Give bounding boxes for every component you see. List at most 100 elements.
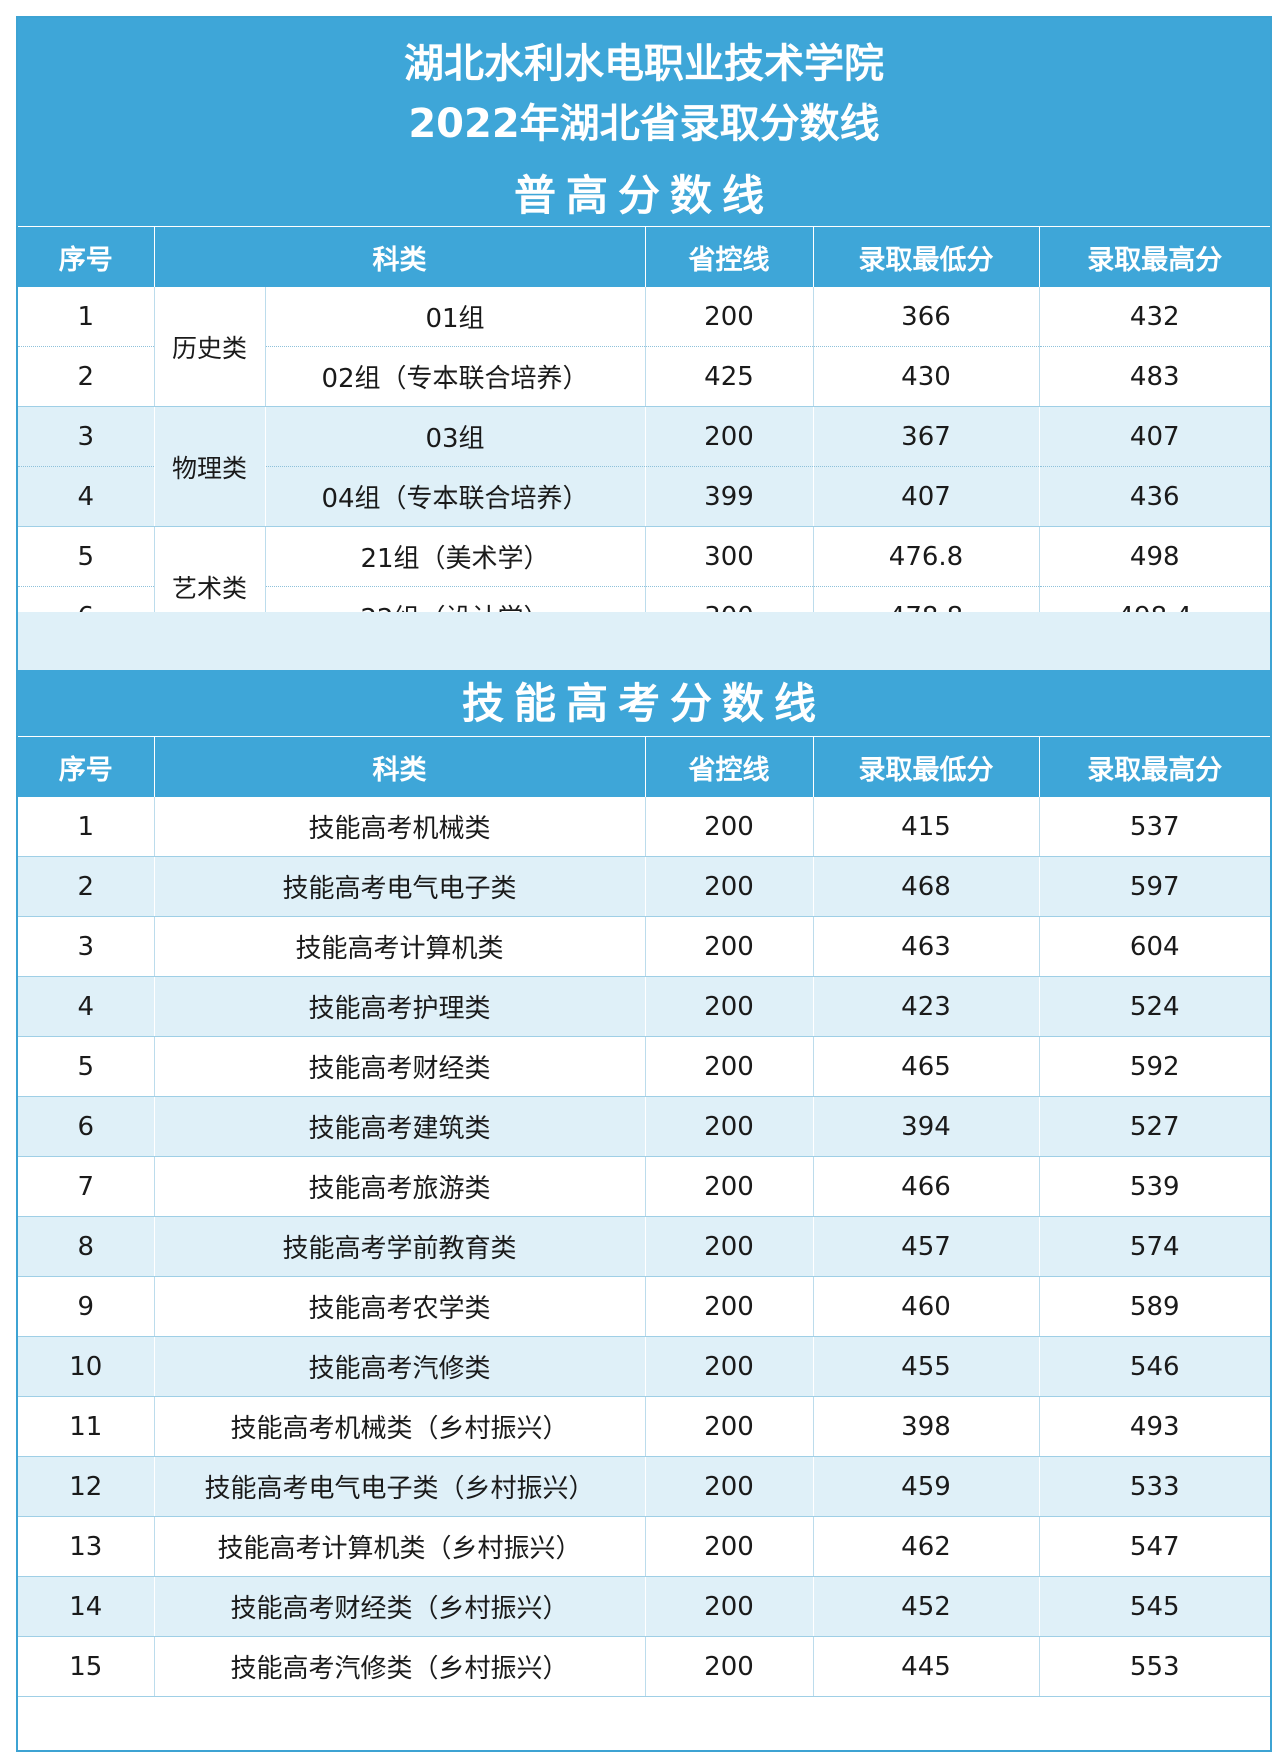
row-number: 6: [18, 1096, 155, 1157]
min-score: 460: [813, 1276, 1040, 1337]
group-cell: 04组（专本联合培养）: [265, 466, 646, 527]
row-number: 2: [18, 856, 155, 917]
score-sheet: 湖北水利水电职业技术学院 2022年湖北省录取分数线 普高分数线 序号 科类 省…: [16, 16, 1272, 1752]
row-number: 5: [18, 526, 155, 587]
category-cell: 历史类: [154, 287, 266, 407]
control-score: 200: [645, 1276, 814, 1337]
category-cell: 技能高考汽修类（乡村振兴）: [154, 1636, 646, 1697]
min-score: 459: [813, 1456, 1040, 1517]
min-score: 463: [813, 916, 1040, 977]
header-no: 序号: [18, 226, 155, 287]
group-cell: 01组: [265, 287, 646, 347]
table-row: 3 技能高考计算机类 200 463 604: [18, 916, 1270, 977]
category-cell: 物理类: [154, 406, 266, 527]
row-number: 2: [18, 346, 155, 407]
row-number: 11: [18, 1396, 155, 1457]
min-score: 466: [813, 1156, 1040, 1217]
row-number: 14: [18, 1576, 155, 1637]
max-score: 533: [1039, 1456, 1270, 1517]
min-score: 462: [813, 1516, 1040, 1577]
min-score: 476.8: [813, 526, 1040, 587]
control-score: 200: [645, 916, 814, 977]
control-score: 200: [645, 1456, 814, 1517]
control-score: 200: [645, 1396, 814, 1457]
min-score: 468: [813, 856, 1040, 917]
section-spacer: [18, 612, 1270, 670]
max-score: 524: [1039, 976, 1270, 1037]
general-header-row: 序号 科类 省控线 录取最低分 录取最高分: [18, 226, 1270, 287]
max-score: 539: [1039, 1156, 1270, 1217]
category-cell: 技能高考财经类: [154, 1036, 646, 1097]
table-row: 7 技能高考旅游类 200 466 539: [18, 1156, 1270, 1217]
row-number: 15: [18, 1636, 155, 1697]
table-row: 4 技能高考护理类 200 423 524: [18, 976, 1270, 1037]
table-row: 8 技能高考学前教育类 200 457 574: [18, 1216, 1270, 1277]
table-row: 9 技能高考农学类 200 460 589: [18, 1276, 1270, 1337]
table-row: 2 技能高考电气电子类 200 468 597: [18, 856, 1270, 917]
min-score: 423: [813, 976, 1040, 1037]
row-number: 9: [18, 1276, 155, 1337]
row-number: 4: [18, 976, 155, 1037]
table-row: 14 技能高考财经类（乡村振兴） 200 452 545: [18, 1576, 1270, 1637]
max-score: 498: [1039, 526, 1270, 587]
skills-header-row: 序号 科类 省控线 录取最低分 录取最高分: [18, 736, 1270, 797]
skills-section-banner: 技能高考分数线: [18, 670, 1270, 736]
school-name: 湖北水利水电职业技术学院: [404, 41, 884, 87]
header-max: 录取最高分: [1039, 226, 1270, 287]
header-control: 省控线: [645, 226, 814, 287]
max-score: 589: [1039, 1276, 1270, 1337]
group-cell: 02组（专本联合培养）: [265, 346, 646, 407]
general-section-title: 普高分数线: [513, 171, 774, 220]
table-row: 15 技能高考汽修类（乡村振兴） 200 445 553: [18, 1636, 1270, 1697]
max-score: 493: [1039, 1396, 1270, 1457]
min-score: 445: [813, 1636, 1040, 1697]
header-max: 录取最高分: [1039, 736, 1270, 797]
max-score: 574: [1039, 1216, 1270, 1277]
table-row: 4 04组（专本联合培养） 399 407 436: [18, 466, 1270, 527]
category-cell: 技能高考旅游类: [154, 1156, 646, 1217]
min-score: 430: [813, 346, 1040, 407]
table-row: 12 技能高考电气电子类（乡村振兴） 200 459 533: [18, 1456, 1270, 1517]
category-cell: 技能高考建筑类: [154, 1096, 646, 1157]
control-score: 300: [645, 526, 814, 587]
row-number: 3: [18, 916, 155, 977]
row-number: 10: [18, 1336, 155, 1397]
header-category: 科类: [154, 736, 646, 797]
category-cell: 技能高考计算机类（乡村振兴）: [154, 1516, 646, 1577]
max-score: 432: [1039, 287, 1270, 347]
max-score: 407: [1039, 406, 1270, 467]
min-score: 394: [813, 1096, 1040, 1157]
control-score: 200: [645, 976, 814, 1037]
control-score: 200: [645, 1096, 814, 1157]
control-score: 200: [645, 1216, 814, 1277]
header-category: 科类: [154, 226, 646, 287]
skills-section-title: 技能高考分数线: [461, 679, 826, 728]
min-score: 465: [813, 1036, 1040, 1097]
max-score: 545: [1039, 1576, 1270, 1637]
control-score: 399: [645, 466, 814, 527]
max-score: 604: [1039, 916, 1270, 977]
min-score: 366: [813, 287, 1040, 347]
min-score: 398: [813, 1396, 1040, 1457]
table-row: 10 技能高考汽修类 200 455 546: [18, 1336, 1270, 1397]
skills-score-table: 序号 科类 省控线 录取最低分 录取最高分 1 技能高考机械类 200 415 537 2…: [18, 736, 1270, 1697]
control-score: 200: [645, 1156, 814, 1217]
row-number: 1: [18, 287, 155, 347]
table-row: 5 艺术类 21组（美术学） 300 476.8 498: [18, 526, 1270, 647]
table-row: 11 技能高考机械类（乡村振兴） 200 398 493: [18, 1396, 1270, 1457]
row-number: 4: [18, 466, 155, 527]
control-score: 200: [645, 1336, 814, 1397]
control-score: 200: [645, 287, 814, 347]
row-number: 1: [18, 797, 155, 857]
general-score-table: 序号 科类 省控线 录取最低分 录取最高分 1 历史类 01组 200 366 432 2 0…: [18, 226, 1270, 647]
table-row: 5 技能高考财经类 200 465 592: [18, 1036, 1270, 1097]
category-cell: 技能高考机械类（乡村振兴）: [154, 1396, 646, 1457]
category-cell: 技能高考学前教育类: [154, 1216, 646, 1277]
category-cell: 技能高考农学类: [154, 1276, 646, 1337]
min-score: 457: [813, 1216, 1040, 1277]
max-score: 553: [1039, 1636, 1270, 1697]
max-score: 547: [1039, 1516, 1270, 1577]
control-score: 200: [645, 1576, 814, 1637]
row-number: 3: [18, 406, 155, 467]
max-score: 546: [1039, 1336, 1270, 1397]
